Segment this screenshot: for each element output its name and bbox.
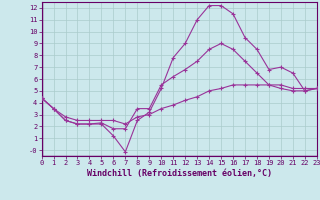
X-axis label: Windchill (Refroidissement éolien,°C): Windchill (Refroidissement éolien,°C): [87, 169, 272, 178]
